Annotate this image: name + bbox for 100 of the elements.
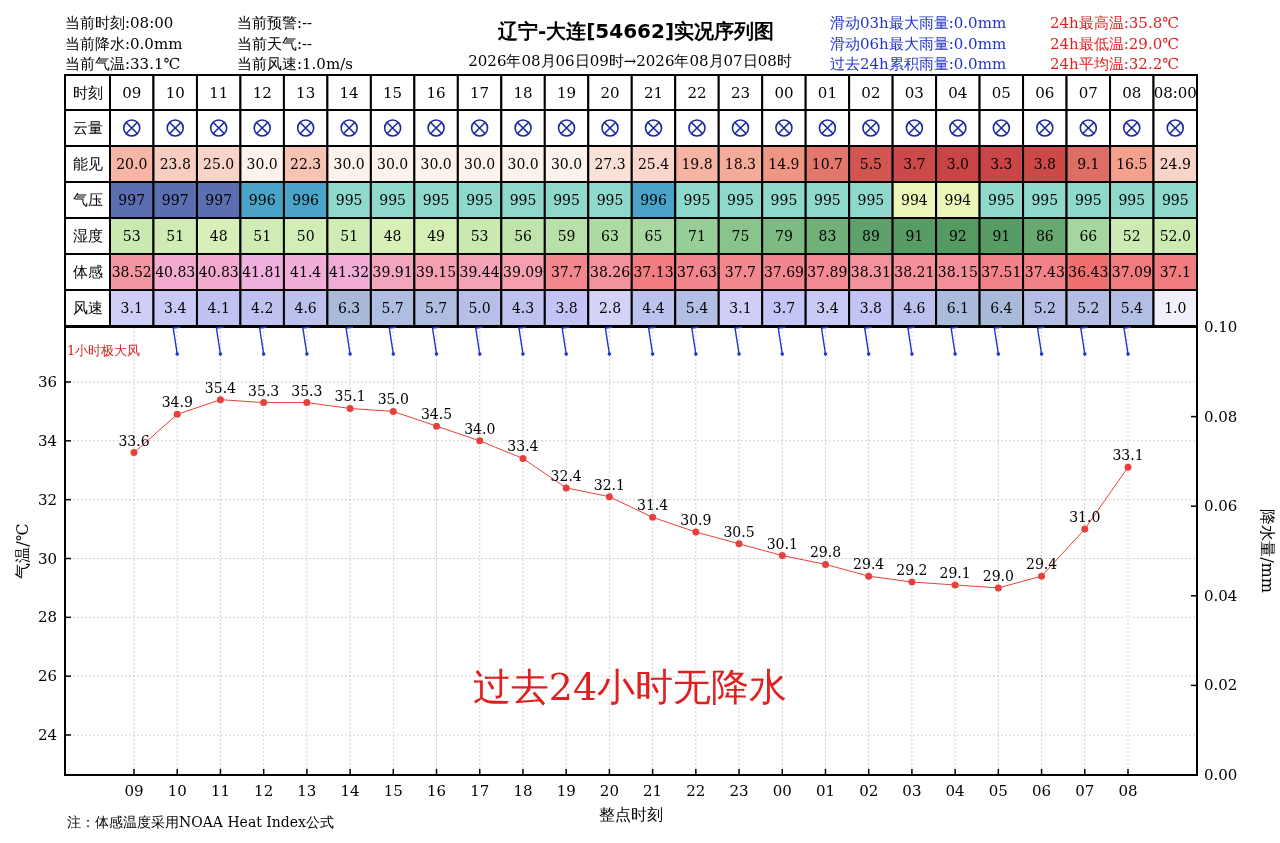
x-tick-label: 07 [1075, 782, 1095, 800]
x-tick-label: 02 [861, 84, 881, 102]
point [908, 578, 916, 586]
data-label: 996 [292, 192, 320, 208]
data-label: 52 [1122, 228, 1141, 244]
x-tick-label: 04 [948, 84, 968, 102]
y-axis-title: 气温/℃ [13, 523, 32, 579]
x-tick-label: 12 [252, 84, 272, 102]
data-label: 53 [122, 228, 141, 244]
x-tick-label: 10 [167, 782, 187, 800]
data-label: 10.7 [811, 156, 844, 172]
y2-tick-label: 0.04 [1204, 586, 1238, 605]
data-label: 30.0 [333, 156, 365, 172]
data-label: 52.0 [1159, 228, 1191, 244]
data-label: 6.1 [946, 300, 969, 316]
data-label: 48 [383, 228, 402, 244]
text: 24h平均温:32.2℃ [1050, 55, 1179, 73]
data-label: 35.4 [204, 379, 237, 396]
data-label: 30.0 [246, 156, 278, 172]
data-label: 35.3 [291, 382, 323, 399]
data-label: 995 [509, 192, 537, 208]
data-label: 1.0 [1164, 300, 1187, 316]
x-tick-label: 02 [859, 782, 879, 800]
data-label: 994 [901, 192, 928, 208]
data-label: 41.81 [242, 264, 283, 280]
data-label: 995 [379, 192, 406, 208]
data-label: 35.3 [248, 382, 280, 399]
x-tick-label: 09 [122, 84, 142, 102]
data-label: 995 [1074, 192, 1102, 208]
data-label: 3.4 [816, 300, 839, 316]
data-label: 5.7 [424, 300, 448, 316]
point [1081, 525, 1089, 533]
y-tick-label: 24 [37, 725, 57, 744]
text: 当前降水:0.0mm [65, 34, 183, 53]
data-label: 37.7 [724, 264, 757, 280]
point [692, 528, 700, 536]
point [778, 552, 786, 560]
data-label: 37.13 [633, 264, 674, 280]
text: 辽宁-大连[54662]实况序列图 [496, 19, 775, 43]
data-label: 3.0 [946, 156, 969, 172]
data-label: 14.9 [768, 156, 800, 172]
x-tick-label: 11 [210, 782, 230, 800]
data-label: 25.0 [203, 156, 235, 172]
y2-tick-label: 0.08 [1204, 407, 1238, 426]
point [260, 399, 268, 407]
point [173, 410, 181, 418]
data-label: 22.3 [290, 156, 322, 172]
y-tick-label: 32 [37, 490, 57, 509]
x-tick-label: 06 [1035, 84, 1055, 102]
data-label: 995 [1118, 192, 1146, 208]
data-label: 29.4 [1025, 556, 1058, 573]
x-tick-label: 08:00 [1153, 84, 1197, 102]
x-tick-label: 16 [426, 782, 447, 800]
data-label: 38.26 [589, 264, 631, 280]
data-label: 4.1 [207, 300, 230, 316]
data-label: 29.0 [982, 567, 1014, 584]
data-label: 995 [814, 192, 841, 208]
data-label: 38.21 [894, 264, 935, 280]
data-label: 25.4 [637, 156, 670, 172]
x-tick-label: 14 [340, 782, 360, 800]
data-label: 39.44 [459, 264, 500, 280]
x-axis-title: 整点时刻 [599, 805, 663, 824]
data-label: 6.4 [990, 300, 1013, 316]
data-label: 995 [553, 192, 580, 208]
point [130, 449, 138, 457]
data-label: 31.0 [1069, 509, 1101, 526]
data-label: 31.4 [637, 497, 669, 514]
x-tick-label: 10 [165, 84, 185, 102]
data-label: 79 [775, 228, 793, 244]
data-label: 92 [948, 228, 967, 244]
data-label: 19.8 [681, 156, 713, 172]
data-label: 3.1 [120, 300, 143, 316]
text: 滑动03h最大雨量:0.0mm [830, 14, 1007, 32]
text: 24h最低温:29.0℃ [1050, 34, 1179, 53]
annotation: 1小时极大风 [67, 343, 141, 358]
data-label: 91 [992, 228, 1011, 244]
data-label: 34.9 [161, 394, 193, 411]
point [1038, 572, 1046, 580]
text: 当前风速:1.0m/s [237, 55, 353, 73]
data-label: 36.43 [1068, 264, 1109, 280]
data-label: 996 [640, 192, 667, 208]
data-label: 30.9 [680, 512, 712, 529]
text: 当前时刻:08:00 [65, 14, 174, 32]
x-tick-label: 18 [513, 84, 533, 102]
y2-tick-label: 0.10 [1204, 318, 1238, 336]
x-tick-label: 15 [383, 782, 403, 800]
data-label: 30.5 [723, 523, 755, 540]
x-tick-label: 04 [945, 782, 965, 800]
y-tick-label: 湿度 [72, 227, 103, 245]
data-label: 89 [861, 228, 880, 244]
x-tick-label: 14 [339, 84, 359, 102]
x-tick-label: 13 [297, 782, 317, 800]
data-label: 65 [644, 228, 663, 244]
y-tick-label: 34 [37, 431, 57, 450]
data-label: 997 [118, 192, 146, 208]
x-tick-label: 01 [817, 84, 837, 102]
x-tick-label: 19 [556, 84, 577, 102]
x-tick-label: 21 [643, 84, 664, 102]
data-label: 91 [905, 228, 924, 244]
data-label: 2.8 [598, 300, 622, 316]
